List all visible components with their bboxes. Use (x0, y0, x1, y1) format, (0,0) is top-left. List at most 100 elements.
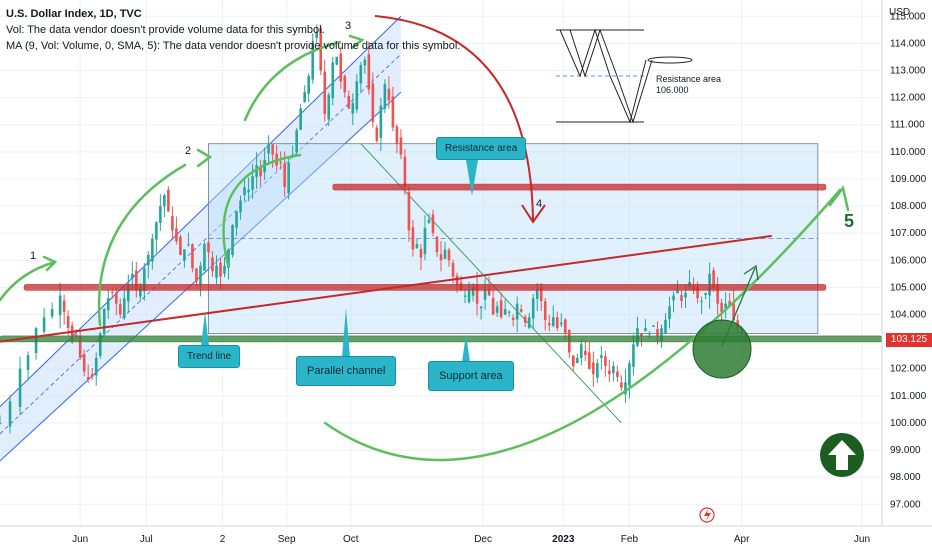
legend-vol: Vol: The data vendor doesn't provide vol… (6, 24, 325, 36)
candle (171, 206, 174, 240)
candle-body (604, 356, 607, 367)
candle-body (239, 200, 242, 213)
candle (555, 311, 559, 332)
candle (271, 143, 274, 168)
resistance-area-callout[interactable]: Resistance area (436, 137, 527, 160)
candle-body (704, 292, 707, 295)
candle (415, 238, 419, 250)
candle (644, 319, 647, 332)
x-tick-label: Jul (140, 534, 153, 545)
candle (247, 177, 250, 202)
candle-body (78, 335, 82, 358)
candle (616, 365, 619, 383)
x-tick-label: Sep (278, 534, 296, 545)
candle (371, 72, 375, 128)
candle (259, 159, 262, 186)
trend-line-callout[interactable]: Trend line (178, 345, 241, 368)
candle-body (371, 83, 375, 123)
candle-body (187, 244, 190, 246)
candle (235, 211, 238, 236)
y-tick-label: 110.000 (890, 147, 926, 158)
candle (90, 367, 94, 381)
candle (135, 261, 138, 298)
candle-body (175, 228, 178, 242)
drawings-group (0, 15, 883, 523)
candle (511, 314, 515, 327)
candle (42, 308, 46, 334)
price-axis-bg (882, 0, 932, 550)
candle-body (227, 249, 230, 268)
candle (423, 215, 427, 261)
support-area-callout[interactable]: Support area (428, 361, 514, 391)
candle (519, 304, 523, 313)
wave-4-arrow (374, 15, 534, 221)
candle (335, 56, 339, 66)
candle-body (580, 344, 583, 358)
candle (543, 298, 547, 331)
candle-body (511, 317, 515, 320)
candle (86, 364, 90, 383)
y-tick-label: 100.000 (890, 418, 927, 429)
wave-arrow-2b (222, 153, 302, 267)
candle-body (219, 262, 222, 277)
x-tick-label: Jun (72, 534, 88, 545)
arrow-up-circle-icon (820, 433, 864, 477)
candle-body (367, 54, 371, 90)
candle-body (155, 222, 158, 240)
time-axis-bg (0, 526, 932, 550)
wave-arrow-2-head (196, 148, 213, 168)
w-target-ellipse (647, 56, 693, 64)
candle-body (383, 84, 387, 109)
candle (664, 313, 667, 334)
candle-body (327, 94, 331, 120)
y-tick-label: 107.000 (890, 228, 927, 239)
candle (311, 33, 315, 84)
y-tick-label: 102.000 (890, 364, 927, 375)
candle (479, 306, 483, 320)
y-tick-label: 114.000 (890, 38, 926, 49)
candle-body (539, 287, 543, 301)
candle-body (171, 216, 174, 231)
candle (307, 73, 310, 103)
candle (576, 353, 579, 364)
candle-body (664, 319, 667, 334)
candle (295, 127, 298, 155)
candle-body (375, 127, 379, 141)
candle-body (487, 289, 491, 296)
candle-body (387, 88, 391, 101)
candle (572, 355, 575, 373)
candle-body (203, 244, 206, 271)
candle (724, 292, 727, 319)
candle-body (131, 273, 134, 279)
candle-body (608, 370, 611, 375)
y-tick-label: 112.000 (890, 93, 926, 104)
candle (183, 249, 186, 268)
candle-body (311, 43, 315, 80)
trend-line (0, 234, 772, 343)
candle-body (644, 328, 647, 332)
candle (18, 356, 22, 415)
candle-body (122, 298, 126, 319)
candle (399, 129, 403, 160)
candle (315, 24, 319, 44)
candle-body (251, 176, 254, 190)
candle-body (363, 59, 367, 66)
candle-body (295, 130, 298, 153)
candle-body (479, 306, 483, 309)
candle-body (620, 382, 623, 388)
candle (251, 163, 254, 199)
w-pattern (559, 28, 647, 124)
parallel-channel-callout[interactable]: Parallel channel (296, 356, 397, 386)
candle (359, 61, 363, 94)
candle (608, 359, 611, 382)
candle-body (86, 377, 90, 380)
candle (126, 274, 130, 313)
candle (588, 342, 591, 370)
candle-body (656, 329, 659, 337)
candle-body (283, 163, 286, 188)
candle (499, 292, 503, 320)
candle-body (451, 262, 455, 277)
y-tick-label: 101.000 (890, 391, 927, 402)
